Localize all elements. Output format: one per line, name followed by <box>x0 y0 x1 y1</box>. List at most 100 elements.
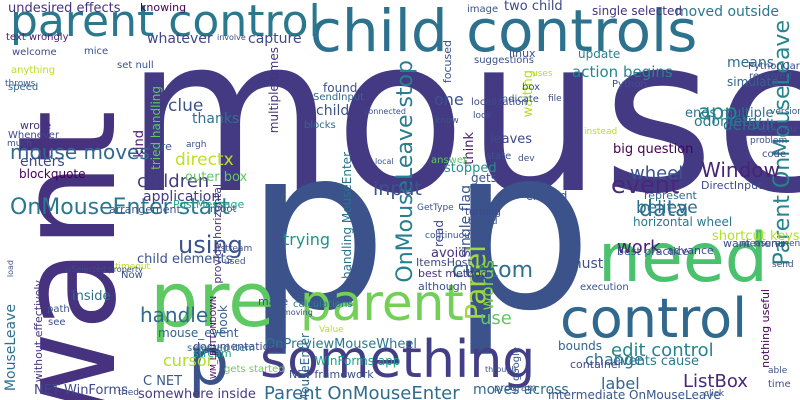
word-62: moves across <box>473 382 569 398</box>
word-110: although <box>418 280 467 293</box>
word-168: thread <box>468 217 498 227</box>
word-25: Window <box>701 158 780 182</box>
word-92: big question <box>613 142 694 157</box>
word-67: must <box>568 256 604 272</box>
word-18: using <box>178 231 243 259</box>
word-39: capture <box>248 31 302 47</box>
word-121: calculations <box>293 299 353 310</box>
word-146: instead <box>584 127 618 137</box>
word-153: measurement <box>741 239 800 249</box>
word-167: dev <box>518 154 535 164</box>
word-179: load <box>6 260 15 278</box>
word-28: believe <box>636 198 698 218</box>
word-40: whatever <box>147 31 213 47</box>
word-169: connected <box>364 107 406 116</box>
word-53: inside <box>72 289 111 304</box>
word-82: means <box>727 55 774 71</box>
word-99: advance <box>667 244 714 257</box>
word-32: label <box>601 374 640 393</box>
word-164: argh <box>186 140 207 150</box>
word-172: continuously <box>425 231 483 241</box>
word-144: look <box>473 111 492 121</box>
word-97: horizontal wheel <box>633 215 733 229</box>
word-27: app <box>698 100 738 124</box>
word-89: multiple times <box>267 47 281 134</box>
word-98: represent <box>644 189 697 202</box>
word-49: outer box <box>185 170 248 185</box>
word-48: directx <box>175 150 234 170</box>
word-83: moved outside <box>675 4 780 20</box>
word-101: simulate <box>727 75 779 89</box>
word-61: hook <box>216 305 230 335</box>
word-109: best method <box>418 267 488 280</box>
word-55: C NET <box>143 374 183 389</box>
word-163: tried <box>118 388 139 398</box>
word-9: parent <box>300 274 464 332</box>
word-140: code <box>762 149 787 160</box>
word-166: uses <box>532 69 553 79</box>
word-123: set null <box>117 60 154 71</box>
word-60: gets started <box>224 364 285 375</box>
word-6: parent control <box>10 0 321 47</box>
word-3: p <box>450 99 593 361</box>
word-77: leaves <box>490 132 533 147</box>
word-58: OnPreviewMouseWheel <box>265 337 417 352</box>
word-7: pre <box>150 255 275 344</box>
word-63: bounds <box>558 339 603 353</box>
word-52: mouse_event <box>158 326 239 340</box>
word-127: mice <box>84 46 109 57</box>
word-54: stream <box>193 347 232 360</box>
word-90: tried handling <box>149 86 163 170</box>
word-176: able <box>768 366 788 376</box>
word-86: found <box>323 81 358 95</box>
word-42: undesired effects <box>8 1 121 16</box>
word-95: want menu <box>723 237 785 250</box>
word-132: linux <box>509 47 536 60</box>
word-94: shortcut keys <box>712 229 800 244</box>
word-14: OnMouseLeave stop <box>393 60 418 283</box>
word-129: involve <box>217 33 246 42</box>
word-134: state <box>486 151 512 162</box>
word-174: send <box>772 260 794 270</box>
word-56: NET WinForms <box>34 383 128 398</box>
word-2: p <box>245 99 388 361</box>
word-65: container <box>570 358 623 371</box>
word-117: WM_LBUTTONDOWN <box>209 296 218 379</box>
word-107: NET framework <box>289 368 374 381</box>
word-136: robot <box>210 204 237 215</box>
word-93: DirectInput <box>701 179 763 192</box>
word-68: avoid <box>431 246 467 261</box>
word-131: focused <box>441 40 454 84</box>
word-96: best practice <box>617 245 689 258</box>
word-135: blocks <box>304 120 336 131</box>
word-78: odometry <box>694 114 762 130</box>
word-114: make <box>258 295 289 308</box>
word-105: arrangement <box>109 203 181 216</box>
word-148: google <box>511 347 522 381</box>
word-154: Now <box>121 270 143 281</box>
word-21: input <box>373 178 422 200</box>
word-119: localization <box>471 97 528 108</box>
word-138: received <box>749 71 792 82</box>
word-158: much <box>7 139 33 149</box>
word-10: control <box>560 287 748 350</box>
word-143: indicate <box>499 94 539 105</box>
word-141: box <box>522 82 541 93</box>
word-31: ListBox <box>683 371 748 392</box>
word-128: knowing <box>140 1 187 14</box>
word-26: work <box>617 237 661 258</box>
word-149: program <box>494 383 537 394</box>
word-147: turning <box>465 207 501 218</box>
word-156: path <box>47 304 70 315</box>
word-11: something <box>260 330 536 390</box>
word-116: without effectively <box>32 280 45 383</box>
word-133: answer <box>431 155 468 166</box>
word-66: intermediate OnMouseLeave <box>548 388 721 400</box>
word-165: Ubuntu <box>760 124 797 135</box>
word-171: GetType <box>417 203 454 213</box>
word-161: ifstream <box>215 244 253 254</box>
word-159: Value <box>319 325 344 335</box>
word-126: anything <box>11 65 56 76</box>
word-125: speed <box>8 82 39 93</box>
word-102: update <box>578 47 621 61</box>
